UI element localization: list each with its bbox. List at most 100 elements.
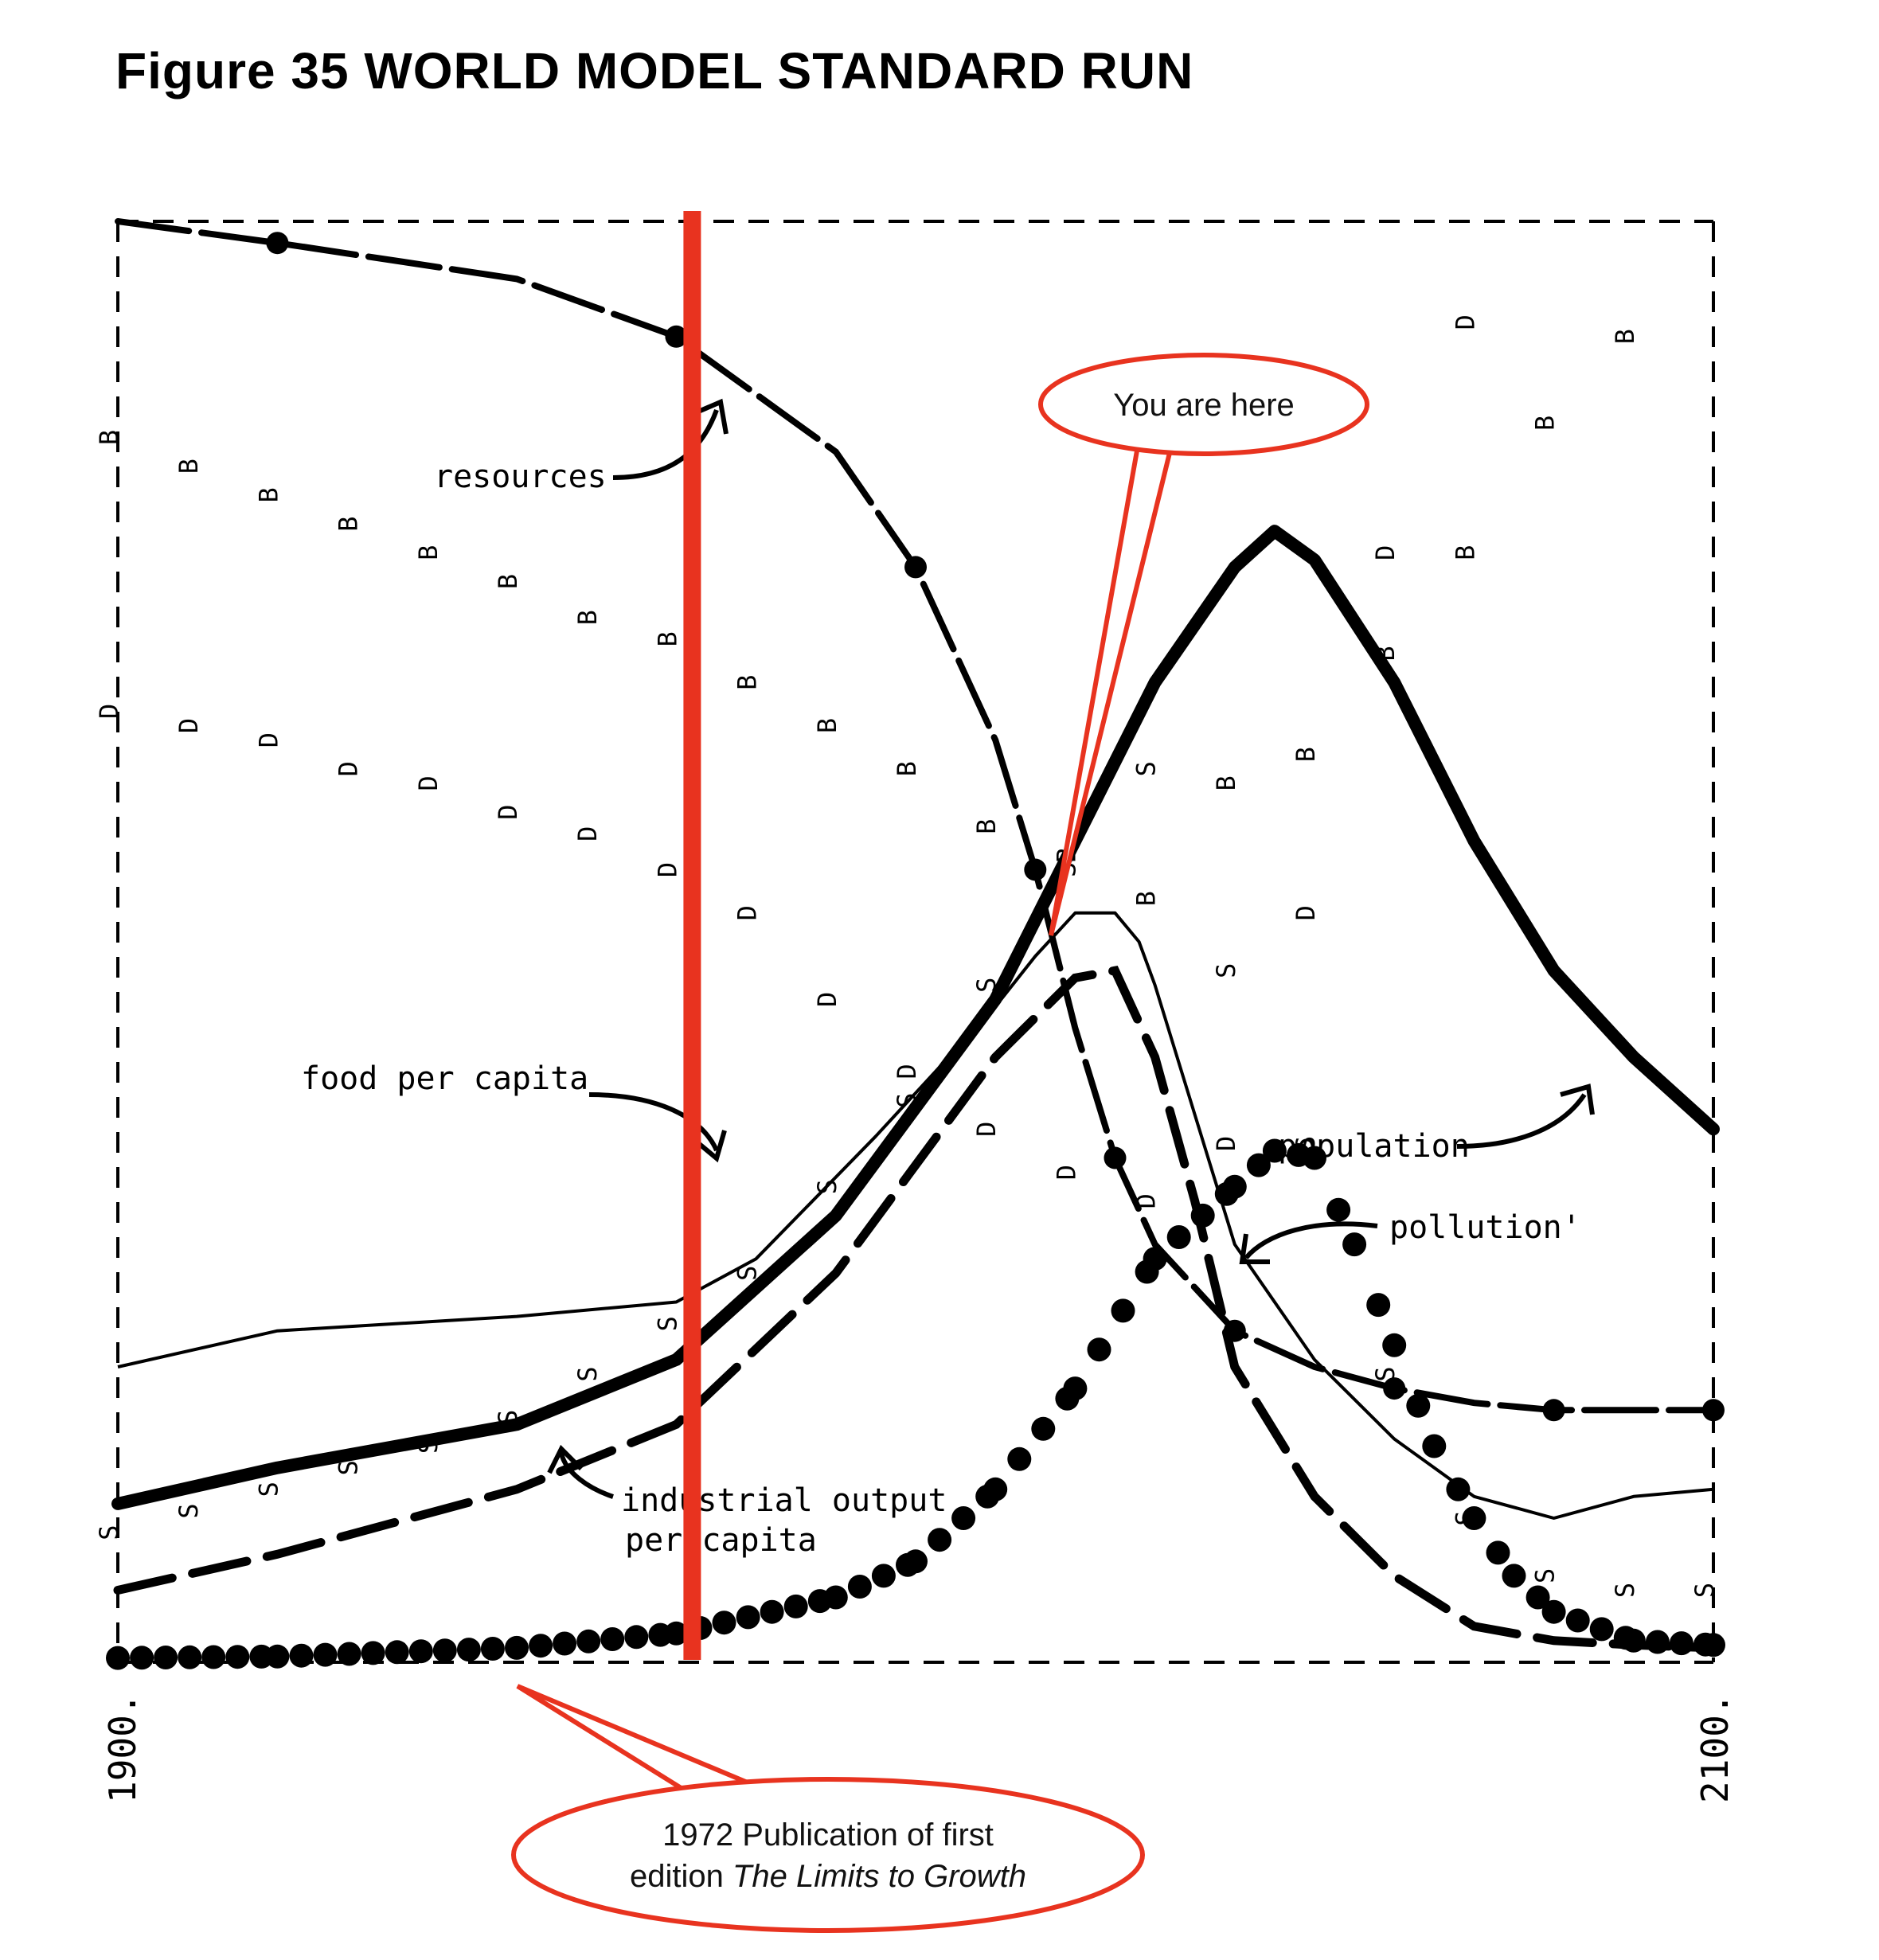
food-per-capita-label: food per capita <box>301 1060 588 1097</box>
series-layer <box>106 218 1725 1670</box>
you-are-here-text: You are here <box>1113 388 1295 423</box>
pollution-dot-35 <box>904 1549 928 1574</box>
pollution-dot-57 <box>1342 1232 1367 1257</box>
pollution-dot-60 <box>1406 1393 1431 1418</box>
resources-marker-15 <box>1542 1399 1565 1422</box>
series-b-point-13: B <box>1131 891 1162 906</box>
series-d-point-15: D <box>1291 905 1321 920</box>
pollution-dot-55 <box>1303 1146 1326 1170</box>
pollution-dot-65 <box>1502 1564 1526 1588</box>
series-b-point-14: B <box>1211 775 1241 791</box>
pollution-dot-68 <box>1565 1608 1590 1633</box>
pollution-dot-73 <box>1669 1631 1693 1656</box>
pollution-dot-43 <box>1063 1376 1088 1401</box>
series-b-point-17: B <box>1450 545 1480 560</box>
series-d-point-10: D <box>892 1064 922 1079</box>
pollution-dot-36 <box>928 1528 952 1552</box>
pollution-dot-20 <box>576 1629 601 1654</box>
pollution-dot-18 <box>529 1634 553 1658</box>
pollution-dot-64 <box>1486 1540 1510 1565</box>
pollution-dot-21 <box>600 1627 625 1651</box>
publication-text-line1: 1972 Publication of first <box>662 1817 994 1853</box>
series-b-point-8: B <box>732 675 763 690</box>
series-d-point-17: D <box>1450 314 1480 330</box>
pollution-dot-32 <box>847 1575 872 1599</box>
series-d-point-6: D <box>572 826 603 841</box>
series-d-point-14: D <box>1211 1136 1241 1151</box>
pollution-dot-51 <box>1222 1174 1247 1199</box>
series-b-point-7: B <box>652 631 682 646</box>
series-b-point-15: B <box>1291 747 1321 762</box>
series-s-point-13: S <box>1131 761 1162 776</box>
chart-title: Figure 35 WORLD MODEL STANDARD RUN <box>115 42 1194 100</box>
pollution-dot-1 <box>130 1646 154 1670</box>
pollution-dot-61 <box>1422 1434 1447 1458</box>
pollution-dot-26 <box>712 1611 736 1635</box>
food-per-capita-line <box>117 911 1714 1520</box>
series-s-point-19: S <box>1610 1583 1640 1598</box>
series-b-point-4: B <box>413 545 443 560</box>
series-s-point-20: S <box>1690 1583 1720 1598</box>
pollution-dot-49 <box>1190 1203 1215 1228</box>
pollution-dot-44 <box>1087 1337 1111 1362</box>
industrial-arrow <box>559 1452 614 1499</box>
food-arrow <box>588 1092 719 1152</box>
inline-labels: resources food per capita industrial out… <box>101 459 1736 1803</box>
series-d-point-16: D <box>1370 545 1400 560</box>
pollution-dot-47 <box>1143 1247 1167 1271</box>
pollution-dot-52 <box>1246 1153 1271 1177</box>
pollution-dot-8 <box>289 1643 314 1668</box>
x-tick-label-2100: 2100. <box>1693 1693 1736 1803</box>
series-d-point-9: D <box>812 992 842 1007</box>
series-b-point-6: B <box>572 610 603 625</box>
resources-label: resources <box>434 459 607 495</box>
pollution-dot-75 <box>1701 1633 1725 1657</box>
series-b-point-3: B <box>334 516 364 531</box>
pollution-dot-0 <box>106 1646 130 1670</box>
publication-bubble-tail <box>516 1684 770 1798</box>
series-b-point-18: B <box>1530 416 1561 431</box>
series-d-point-4: D <box>413 775 443 791</box>
pollution-dot-7 <box>265 1644 290 1669</box>
resources-marker-3 <box>665 325 688 348</box>
resources-arrowhead <box>691 398 729 435</box>
series-s-point-18: S <box>1530 1568 1561 1583</box>
pollution-dot-31 <box>823 1585 848 1610</box>
pollution-dot-48 <box>1166 1225 1191 1249</box>
pollution-dot-13 <box>408 1639 433 1664</box>
pollution-dot-3 <box>178 1645 202 1669</box>
pollution-dot-29 <box>783 1594 808 1618</box>
series-d-point-0: D <box>94 704 124 719</box>
red-callouts: You are here 1972 Publication of first e… <box>511 211 1369 1933</box>
pollution-dot-71 <box>1621 1628 1646 1653</box>
industrial-output-per-capita-line <box>113 966 1718 1653</box>
resources-marker-13 <box>1383 1377 1406 1400</box>
pollution-dot-58 <box>1366 1293 1391 1318</box>
pollution-dot-15 <box>456 1638 481 1662</box>
series-d-point-2: D <box>253 732 283 748</box>
series-d-point-7: D <box>652 862 682 877</box>
plot-frame <box>116 220 1715 1664</box>
pollution-dot-37 <box>951 1506 976 1530</box>
pollution-dot-66 <box>1525 1585 1550 1610</box>
resources-marker-9 <box>1104 1146 1127 1169</box>
series-d-point-8: D <box>732 905 763 920</box>
pollution-dot-24 <box>664 1621 689 1646</box>
resources-arrow <box>612 408 719 480</box>
publication-text-line2: edition The Limits to Growth <box>630 1859 1026 1894</box>
pollution-dot-33 <box>871 1564 896 1588</box>
series-s-point-14: S <box>1211 963 1241 978</box>
x-tick-label-1900: 1900. <box>101 1693 144 1803</box>
population-arrow <box>1456 1093 1587 1149</box>
you-are-here-bubble <box>1049 441 1173 936</box>
pollution-arrowhead <box>1239 1233 1270 1264</box>
pollution-dot-28 <box>760 1599 784 1624</box>
industrial-output-label-2: per capita <box>625 1522 817 1559</box>
series-s-point-2: S <box>253 1482 283 1497</box>
pollution-dot-69 <box>1589 1617 1614 1642</box>
population-line <box>111 525 1720 1510</box>
series-b-point-2: B <box>253 487 283 502</box>
series-d-point-1: D <box>174 718 204 733</box>
population-label: population <box>1278 1128 1470 1165</box>
series-b-point-19: B <box>1610 329 1640 344</box>
